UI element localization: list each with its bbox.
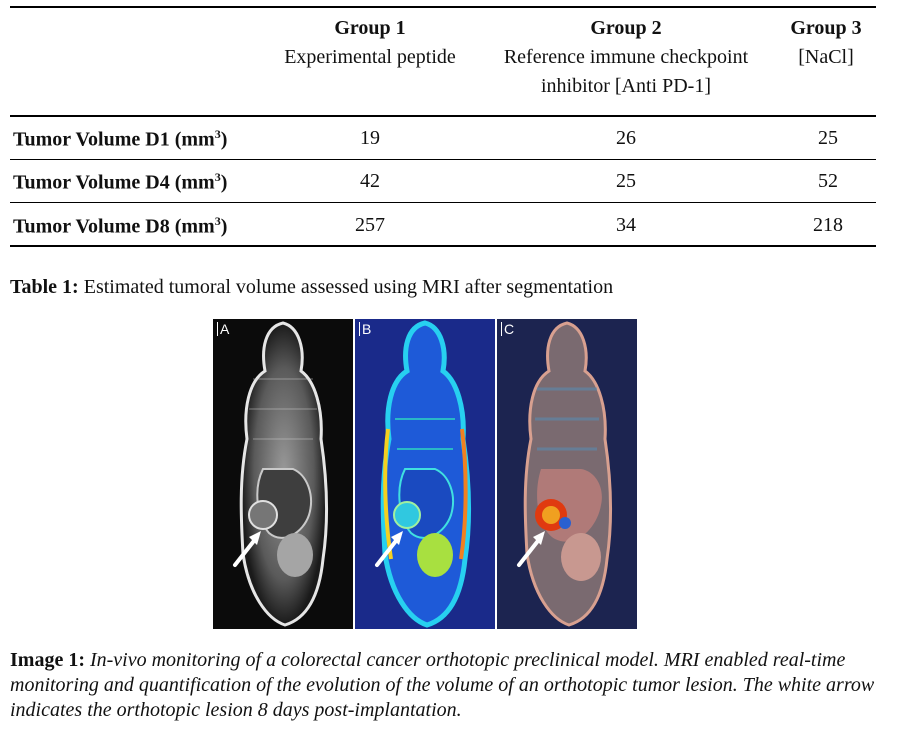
group-2-description-line-2: inhibitor [Anti PD-1] [541,75,711,97]
mri-panel-b: B [355,319,495,629]
panel-label: B [359,322,371,336]
image-caption: Image 1: In-vivo monitoring of a colorec… [10,649,875,721]
group-2-title: Group 2 [590,17,662,39]
table-row: Tumor Volume D8 (mm3) 257 34 218 [10,205,876,248]
row-label: Tumor Volume D8 (mm3) [13,214,228,238]
group-1-description: Experimental peptide [284,46,456,68]
row-label: Tumor Volume D1 (mm3) [13,127,228,151]
table-caption: Table 1: Estimated tumoral volume assess… [10,276,614,298]
header-group-2: Group 2 Reference immune checkpoint inhi… [478,14,774,101]
cell-group-2: 34 [616,214,636,236]
row-divider [10,202,876,203]
header-group-1: Group 1 Experimental peptide [265,14,475,72]
cell-group-3: 52 [818,170,838,192]
cell-group-1: 42 [360,170,380,192]
mri-panel-a: A [213,319,353,629]
table-row: Tumor Volume D4 (mm3) 42 25 52 [10,161,876,204]
row-label: Tumor Volume D4 (mm3) [13,170,228,194]
panel-label: A [217,322,229,336]
mri-overlay-image [497,319,637,629]
group-1-title: Group 1 [334,17,406,39]
row-divider [10,159,876,160]
cell-group-3: 25 [818,127,838,149]
group-3-description: [NaCl] [798,46,854,68]
top-rule [10,6,876,8]
mri-grayscale-image [213,319,353,629]
cell-group-2: 25 [616,170,636,192]
cell-group-2: 26 [616,127,636,149]
mri-colormap-image [355,319,495,629]
panel-label: C [501,322,514,336]
mri-panel-c: C [497,319,637,629]
header-group-3: Group 3 [NaCl] [776,14,876,72]
cell-group-1: 257 [355,214,385,236]
group-2-description-line-1: Reference immune checkpoint [503,46,749,68]
cell-group-3: 218 [813,214,843,236]
header-rule [10,115,876,117]
cell-group-1: 19 [360,127,380,149]
group-3-title: Group 3 [790,17,862,39]
table-row: Tumor Volume D1 (mm3) 19 26 25 [10,118,876,161]
bottom-rule [10,245,876,247]
